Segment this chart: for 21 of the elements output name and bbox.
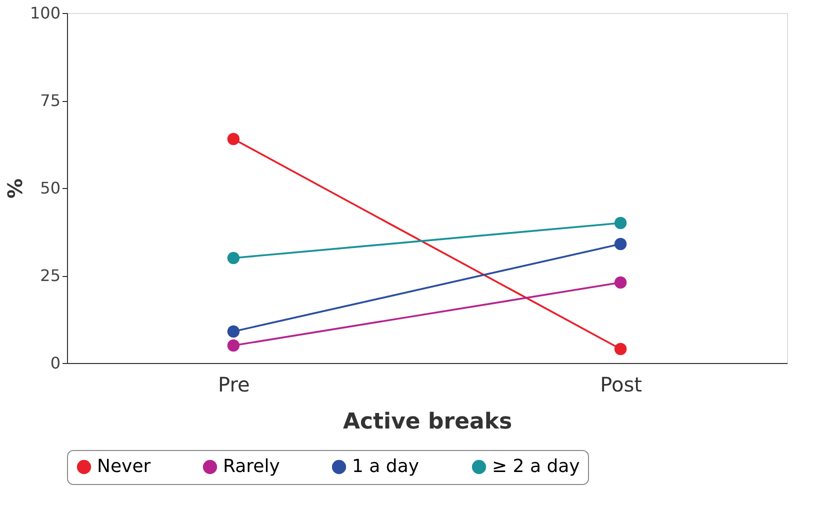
- legend-label: Rarely: [223, 456, 280, 477]
- point: [227, 339, 240, 352]
- y-tick-label: 50: [40, 178, 60, 198]
- y-tick-label: 75: [40, 91, 60, 110]
- y-tick-label: 25: [40, 266, 60, 285]
- point: [614, 276, 627, 289]
- legend-label: Never: [97, 456, 152, 477]
- point: [614, 342, 627, 356]
- x-tick-label: Post: [600, 372, 642, 396]
- legend-label: ≥ 2 a day: [492, 456, 580, 477]
- point: [227, 252, 240, 264]
- y-tick-label: 100: [30, 4, 60, 22]
- point: [614, 216, 627, 230]
- legend-label: 1 a day: [352, 456, 420, 477]
- x-axis-title: Active breaks: [342, 410, 512, 434]
- point: [227, 132, 240, 146]
- point: [614, 238, 627, 250]
- y-tick-label: 0: [50, 354, 60, 372]
- x-tick-label: Pre: [218, 372, 250, 396]
- y-axis-title: %: [2, 178, 27, 199]
- point: [227, 325, 240, 338]
